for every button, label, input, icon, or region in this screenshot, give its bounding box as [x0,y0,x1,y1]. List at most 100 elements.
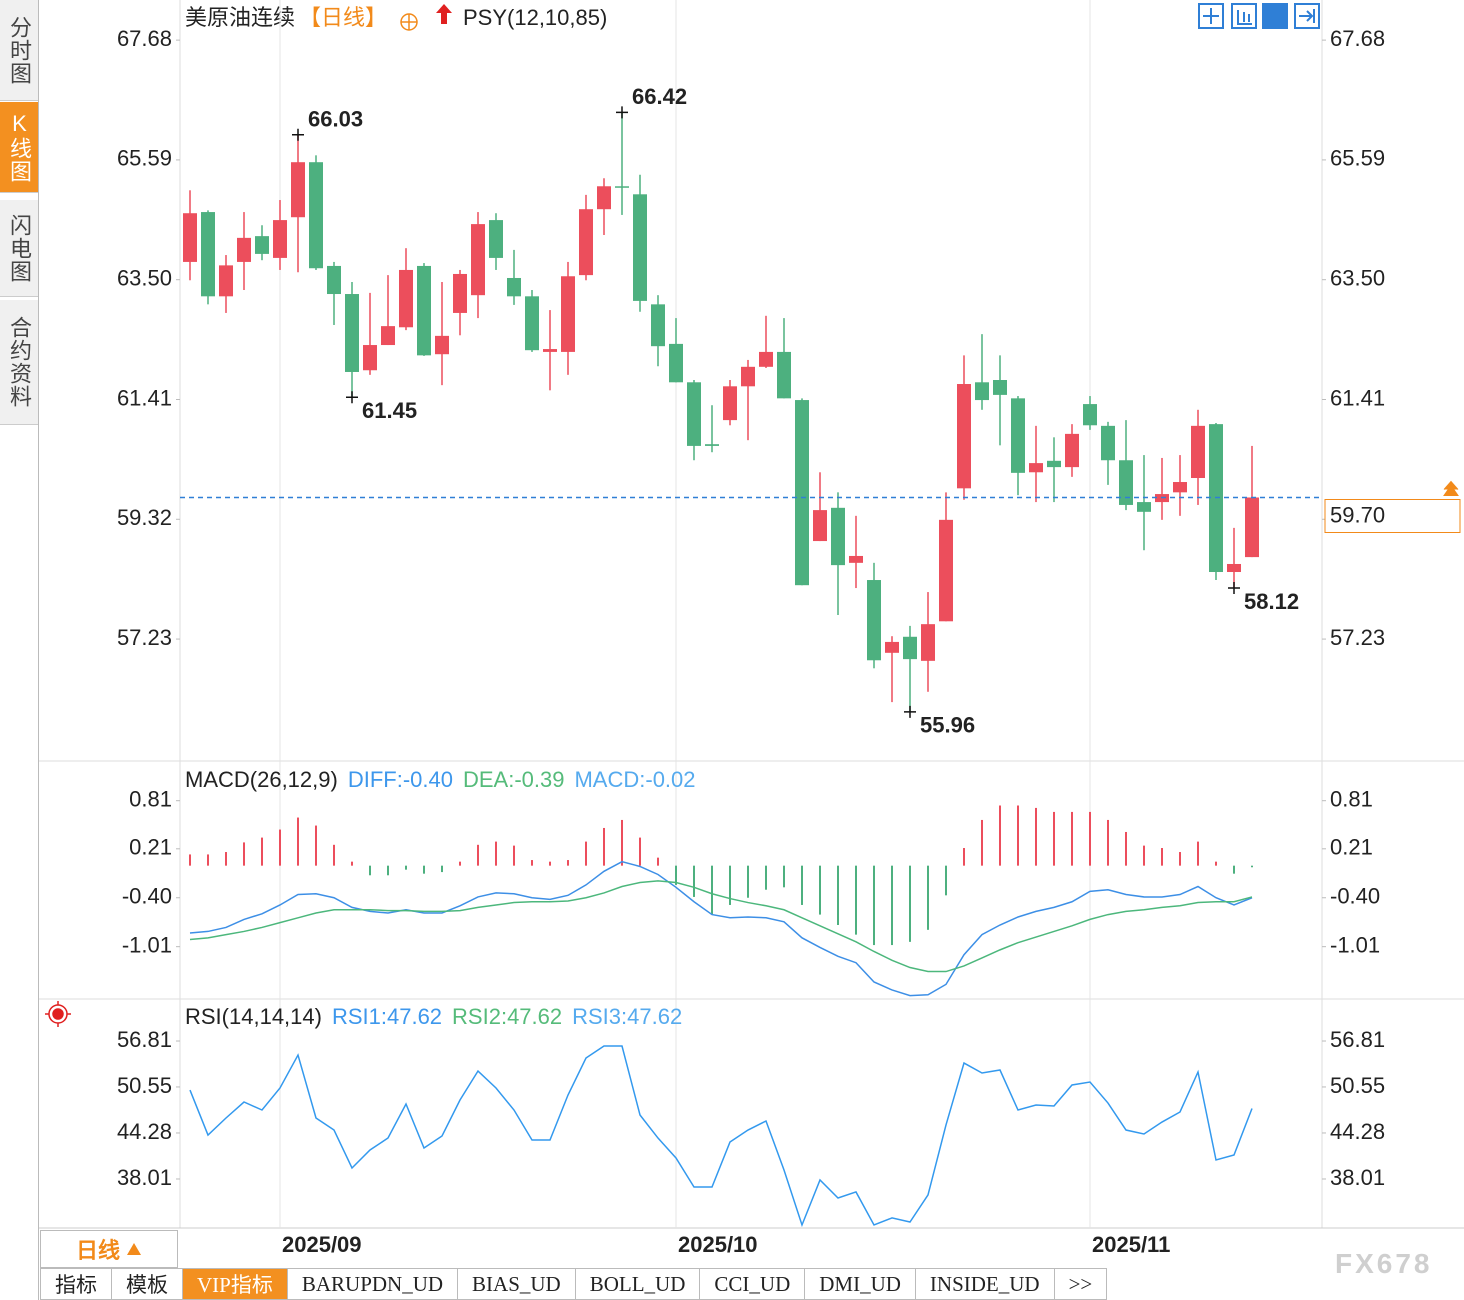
candle-body [489,220,503,258]
legend-entry: RSI3:47.62 [572,1004,682,1029]
indicator-tab[interactable]: >> [1054,1268,1108,1300]
candle-body [867,580,881,661]
candle-body [831,507,845,566]
candle-body [525,296,539,351]
side-tab[interactable]: 分时图 [0,0,38,101]
candle-body [597,186,611,210]
low-annotation: 58.12 [1244,589,1299,614]
legend-entry: DEA:-0.39 [463,767,565,792]
last-price-box [1324,498,1461,533]
y-tick-label: 50.55 [117,1073,172,1098]
indicator-tabs: 指标 模板 VIP指标 BARUPDN_UD BIAS_UD BOLL_UD CCI_UD D… [40,1268,1108,1300]
candle-body [705,444,719,446]
y-tick-label: 61.41 [117,385,172,410]
y2-tick-label: 50.55 [1330,1073,1385,1098]
candle-body [201,212,215,297]
indicator-tab[interactable]: BARUPDN_UD [287,1268,459,1300]
candle-body [1083,404,1097,426]
candle-body [849,555,863,563]
y-tick-label: 63.50 [117,266,172,291]
candle-body [579,209,593,276]
indicator-tab[interactable]: 模板 [112,1268,183,1300]
chart-header: 美原油连续 【日线】 [185,5,387,30]
indicator-tab[interactable]: VIP指标 [183,1268,288,1300]
side-tab[interactable]: K线图 [0,102,38,193]
rsi-line [189,1045,1253,1228]
candle-body [309,162,323,269]
period-button-label: 日线 [75,1238,120,1263]
period-button[interactable]: 日线 [40,1230,178,1268]
indicator-tab[interactable]: BOLL_UD [575,1268,701,1300]
panel-title: MACD(26,12,9) [185,767,338,792]
period-label: 【日线】 [299,5,387,30]
indicator-label[interactable]: PSY(12,10,85) [463,5,607,30]
indicator-tab[interactable]: BIAS_UD [458,1268,576,1300]
extreme-marker [904,705,916,718]
tool-icon[interactable] [1231,3,1257,29]
high-annotation: 66.42 [632,84,687,109]
y-tick-label: 59.32 [117,505,172,530]
candle-body [1065,433,1079,468]
tool-icon[interactable] [1198,3,1224,29]
add-icon[interactable] [400,13,418,31]
y2-tick-label: 56.81 [1330,1027,1385,1052]
panel-title: RSI(14,14,14) [185,1004,322,1029]
panel-header: MACD(26,12,9) DIFF:-0.40 DEA:-0.39 MACD:-0.… [185,767,696,792]
y-tick-label: 65.59 [117,146,172,171]
y-tick-label: 56.81 [117,1027,172,1052]
x-tick-label: 2025/11 [1092,1232,1170,1257]
x-tick-label: 2025/09 [282,1232,362,1257]
y2-tick-label: 61.41 [1330,385,1385,410]
y2-tick-label: 65.59 [1330,146,1385,171]
panel-header: RSI(14,14,14) RSI1:47.62 RSI2:47.62 RSI3:47… [185,1004,682,1029]
y2-tick-label: 63.50 [1330,266,1385,291]
indicator-tab[interactable]: CCI_UD [700,1268,806,1300]
indicator-tab[interactable]: DMI_UD [805,1268,916,1300]
y-tick-label: 44.28 [117,1119,172,1144]
indicator-tab[interactable]: 指标 [40,1268,112,1300]
candle-body [183,213,197,262]
last-price-arrow [1443,480,1459,496]
candle-body [813,510,827,542]
legend-entry: DIFF:-0.40 [348,767,453,792]
y2-tick-label: 67.68 [1330,26,1385,51]
candle-body [921,624,935,661]
candle-body [741,366,755,387]
candle-body [687,382,701,446]
side-tab[interactable]: 闪电图 [0,200,38,297]
candle-body [453,273,467,313]
macd-line [189,880,1253,973]
candle-body [777,351,791,399]
tool-icon[interactable] [1294,3,1320,29]
y-tick-label: 57.23 [117,625,172,650]
candle-body [1227,563,1241,573]
candle-body [957,384,971,489]
y2-tick-label: 0.21 [1330,835,1373,860]
candle-body [561,276,575,352]
candle-body [399,269,413,328]
side-tab[interactable]: 合约资料 [0,300,38,425]
y-tick-label: 67.68 [117,26,172,51]
sun-icon[interactable] [45,1001,71,1027]
y2-tick-label: 0.81 [1330,787,1373,812]
candle-body [1011,398,1025,473]
legend-entry: RSI1:47.62 [332,1004,442,1029]
y-tick-label: 0.21 [129,835,172,860]
candle-body [435,335,449,355]
indicator-tab[interactable]: INSIDE_UD [915,1268,1055,1300]
legend-entry: MACD:-0.02 [574,767,695,792]
extreme-marker [616,106,628,119]
low-annotation: 61.45 [362,398,417,423]
candle-body [903,636,917,660]
y2-tick-label: -0.40 [1330,884,1380,909]
candle-body [633,194,647,301]
watermark: FX678 [1335,1248,1433,1279]
instrument-name: 美原油连续 [185,5,295,30]
indicator-arrow [436,4,452,24]
candle-body [1191,425,1205,479]
candle-body [1119,460,1133,505]
candle-body [615,186,629,188]
y2-tick-label: -1.01 [1330,932,1380,957]
